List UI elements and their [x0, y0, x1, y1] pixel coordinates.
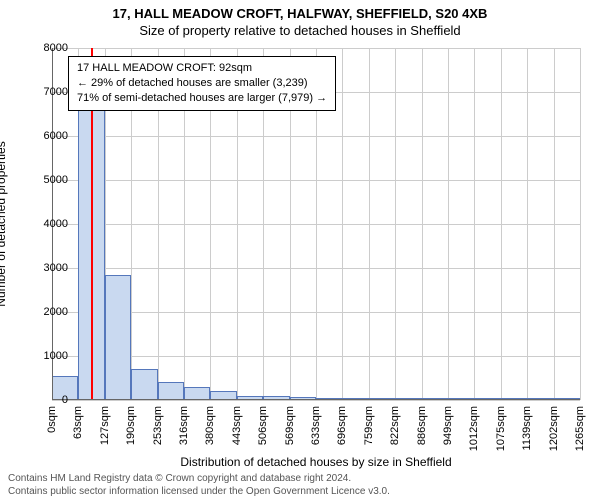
y-tick-label: 5000	[28, 174, 68, 186]
gridline-h	[52, 312, 580, 313]
x-tick-label: 443sqm	[231, 406, 243, 445]
x-tick-label: 0sqm	[46, 406, 58, 433]
legend-box: 17 HALL MEADOW CROFT: 92sqm ← 29% of det…	[68, 56, 336, 111]
gridline-v	[580, 48, 581, 400]
y-tick-label: 8000	[28, 42, 68, 54]
y-tick-label: 2000	[28, 306, 68, 318]
gridline-h	[52, 180, 580, 181]
x-tick-label: 1075sqm	[495, 406, 507, 451]
chart-title: 17, HALL MEADOW CROFT, HALFWAY, SHEFFIEL…	[0, 0, 600, 21]
x-tick-label: 1012sqm	[468, 406, 480, 451]
footer-line-2: Contains public sector information licen…	[8, 486, 390, 499]
x-tick-label: 886sqm	[416, 406, 428, 445]
x-tick-label: 949sqm	[442, 406, 454, 445]
footer-line-1: Contains HM Land Registry data © Crown c…	[8, 473, 390, 486]
x-tick-label: 63sqm	[72, 406, 84, 439]
chart-subtitle: Size of property relative to detached ho…	[0, 21, 600, 38]
x-tick-label: 506sqm	[257, 406, 269, 445]
y-tick-label: 3000	[28, 262, 68, 274]
footer-attribution: Contains HM Land Registry data © Crown c…	[8, 473, 390, 498]
x-tick-label: 253sqm	[152, 406, 164, 445]
gridline-h	[52, 48, 580, 49]
x-axis	[52, 399, 580, 400]
gridline-h	[52, 268, 580, 269]
x-tick-label: 569sqm	[284, 406, 296, 445]
x-tick-label: 316sqm	[178, 406, 190, 445]
legend-line-2: ← 29% of detached houses are smaller (3,…	[77, 76, 327, 91]
y-axis-label: Number of detached properties	[0, 141, 8, 306]
y-tick-label: 7000	[28, 86, 68, 98]
gridline-h	[52, 136, 580, 137]
x-tick-label: 1202sqm	[548, 406, 560, 451]
x-tick-label: 696sqm	[336, 406, 348, 445]
gridline-h	[52, 224, 580, 225]
histogram-bar	[105, 275, 131, 400]
x-axis-label: Distribution of detached houses by size …	[52, 455, 580, 469]
x-tick-label: 1265sqm	[574, 406, 586, 451]
gridline-h	[52, 400, 580, 401]
histogram-bar	[158, 382, 184, 400]
x-tick-label: 380sqm	[204, 406, 216, 445]
y-tick-label: 0	[28, 394, 68, 406]
gridline-h	[52, 356, 580, 357]
y-tick-label: 1000	[28, 350, 68, 362]
legend-line-1: 17 HALL MEADOW CROFT: 92sqm	[77, 61, 327, 76]
x-tick-label: 1139sqm	[521, 406, 533, 450]
histogram-bar	[131, 369, 157, 400]
x-tick-label: 822sqm	[389, 406, 401, 445]
y-tick-label: 6000	[28, 130, 68, 142]
y-tick-label: 4000	[28, 218, 68, 230]
x-tick-label: 633sqm	[310, 406, 322, 445]
x-tick-label: 759sqm	[363, 406, 375, 445]
chart-container: 17, HALL MEADOW CROFT, HALFWAY, SHEFFIEL…	[0, 0, 600, 500]
x-tick-label: 127sqm	[99, 406, 111, 445]
x-tick-label: 190sqm	[125, 406, 137, 445]
legend-line-3: 71% of semi-detached houses are larger (…	[77, 91, 327, 106]
